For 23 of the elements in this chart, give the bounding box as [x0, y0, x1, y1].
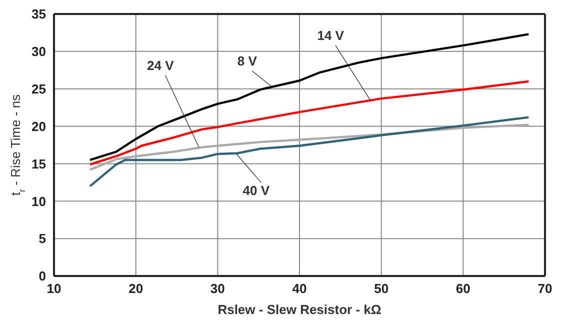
- x-axis-title: Rslew - Slew Resistor - kΩ: [218, 302, 382, 317]
- line-series: [88, 80, 530, 166]
- text: 40 V: [242, 182, 270, 198]
- x-tick-label: 50: [374, 281, 389, 296]
- series-label: 8 V: [237, 53, 258, 68]
- text: 14 V: [317, 28, 344, 43]
- line-series: [88, 33, 530, 162]
- text: 24 V: [147, 58, 174, 73]
- line-series: [88, 116, 530, 188]
- line-series: [88, 124, 530, 171]
- y-tick-label: 30: [32, 44, 46, 60]
- y-tick-label: 15: [32, 156, 46, 172]
- x-tick-label: 40: [292, 281, 307, 296]
- y-tick-label: 5: [38, 231, 46, 246]
- y-tick-label: 35: [32, 6, 46, 22]
- y-tick-label: 0: [38, 268, 46, 284]
- x-tick-label: 20: [128, 281, 144, 296]
- y-tick-label: 25: [32, 81, 46, 96]
- x-tick-label: 30: [210, 281, 225, 296]
- y-tick-label: 20: [32, 118, 46, 134]
- x-tick-label: 70: [538, 281, 552, 296]
- y-tick-label: 10: [32, 194, 46, 209]
- x-tick-label: 60: [456, 281, 470, 296]
